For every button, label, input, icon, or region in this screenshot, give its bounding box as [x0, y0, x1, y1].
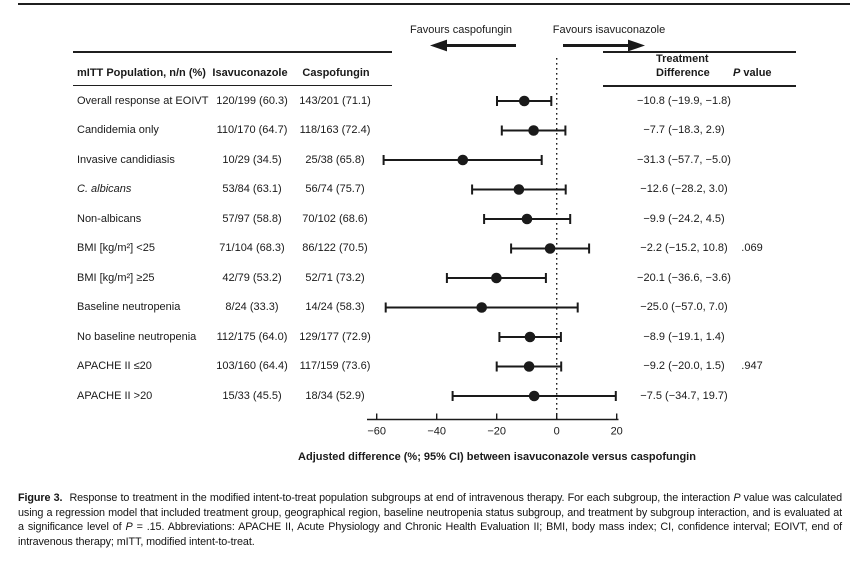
- caspofungin-value: 56/74 (75.7): [305, 183, 365, 195]
- column-header-treatment-difference: Treatment Difference: [656, 53, 710, 80]
- point-estimate-marker: [491, 272, 502, 284]
- point-estimate-marker: [523, 361, 535, 372]
- point-estimate-marker: [519, 95, 530, 107]
- isavuconazole-value: 10/29 (34.5): [222, 153, 282, 166]
- caspofungin-value: 25/38 (65.8): [305, 153, 365, 166]
- table-rows: Overall response at EOIVT 120/199 (60.3) 1…: [77, 94, 763, 402]
- point-estimate-marker: [528, 390, 540, 402]
- row-label: APACHE II >20: [77, 389, 153, 402]
- row-label: Baseline neutropenia: [77, 301, 181, 313]
- isavuconazole-value: 15/33 (45.5): [222, 389, 282, 402]
- figure-caption: Figure 3. Response to treatment in the mo…: [18, 491, 842, 549]
- row-label: Overall response at EOIVT: [77, 94, 209, 107]
- column-header-caspofungin: Caspofungin: [302, 67, 370, 79]
- caption-text: P: [733, 492, 741, 504]
- row-label: Invasive candidiasis: [77, 153, 175, 166]
- left-table-top-rule: [73, 51, 392, 53]
- point-estimate-marker: [476, 302, 488, 313]
- caption-text: Response to treatment in the modified in…: [69, 492, 734, 504]
- row-label: No baseline neutropenia: [77, 330, 197, 343]
- favours-isavuconazole-arrowhead: [628, 39, 645, 52]
- p-value-header-italic: P: [733, 67, 741, 79]
- caspofungin-value: 86/122 (70.5): [302, 242, 368, 254]
- treatment-difference-value: −31.3 (−57.7, −5.0): [637, 153, 731, 166]
- row-label: C. albicans: [77, 183, 132, 195]
- row-label: BMI [kg/m²] <25: [77, 242, 155, 254]
- column-header-p-value: P value: [733, 66, 772, 80]
- treatment-difference-value: −10.8 (−19.9, −1.8): [637, 94, 731, 107]
- right-table-top-rule: [603, 51, 796, 53]
- caspofungin-value: 52/71 (73.2): [305, 271, 365, 284]
- column-header-isavuconazole: Isavuconazole: [212, 67, 288, 79]
- point-estimate-marker: [544, 243, 556, 254]
- x-axis-label: Adjusted difference (%; 95% CI) between …: [298, 451, 696, 463]
- caspofungin-value: 143/201 (71.1): [299, 94, 371, 107]
- treatment-difference-line2: Difference: [656, 66, 710, 79]
- p-value: .069: [741, 242, 763, 254]
- x-axis-tick-label: −60: [367, 426, 386, 438]
- row-label: Non-albicans: [77, 212, 142, 225]
- caspofungin-value: 117/159 (73.6): [299, 360, 371, 372]
- favours-isavuconazole-label: Favours isavuconazole: [552, 24, 666, 36]
- p-value: .947: [741, 360, 763, 372]
- treatment-difference-value: −20.1 (−36.6, −3.6): [637, 271, 731, 284]
- caspofungin-value: 70/102 (68.6): [302, 212, 368, 225]
- left-table-header-rule: [73, 84, 392, 86]
- caspofungin-value: 18/34 (52.9): [305, 389, 365, 402]
- point-estimate-marker: [457, 154, 469, 166]
- treatment-difference-value: −7.7 (−18.3, 2.9): [643, 124, 725, 136]
- isavuconazole-value: 8/24 (33.3): [225, 301, 279, 313]
- caption-text: P: [125, 521, 133, 534]
- treatment-difference-value: −9.2 (−20.0, 1.5): [643, 360, 725, 372]
- isavuconazole-value: 42/79 (53.2): [222, 271, 282, 284]
- point-estimate-marker: [528, 125, 539, 136]
- point-estimate-marker: [521, 213, 533, 225]
- caspofungin-value: 118/163 (72.4): [299, 124, 371, 136]
- favours-caspofungin-arrowhead: [430, 39, 447, 52]
- x-axis-tick-label: −20: [487, 426, 506, 438]
- forest-plot-canvas: −60 −40 −20 0 20: [367, 39, 645, 438]
- treatment-difference-value: −8.9 (−19.1, 1.4): [643, 330, 725, 343]
- x-axis-tick-label: −40: [427, 426, 446, 438]
- favours-caspofungin-label: Favours caspofungin: [409, 24, 513, 36]
- figure-top-rule: [18, 3, 850, 5]
- row-label: Candidemia only: [77, 124, 159, 136]
- treatment-difference-value: −9.9 (−24.2, 4.5): [643, 212, 725, 225]
- treatment-difference-line1: Treatment: [656, 53, 709, 65]
- right-table-header-rule: [603, 85, 796, 87]
- treatment-difference-value: −2.2 (−15.2, 10.8): [640, 242, 728, 254]
- treatment-difference-value: −12.6 (−28.2, 3.0): [640, 183, 728, 195]
- p-value-header-rest: value: [740, 67, 772, 79]
- isavuconazole-value: 120/199 (60.3): [216, 94, 288, 107]
- isavuconazole-value: 57/97 (58.8): [222, 212, 282, 225]
- treatment-difference-value: −25.0 (−57.0, 7.0): [640, 301, 728, 313]
- point-estimate-marker: [513, 184, 525, 195]
- x-axis-tick-label: 0: [554, 426, 560, 438]
- row-label: APACHE II ≤20: [77, 360, 152, 372]
- isavuconazole-value: 110/170 (64.7): [216, 124, 288, 136]
- isavuconazole-value: 53/84 (63.1): [222, 183, 282, 195]
- caption-figure-number: Figure 3.: [18, 492, 63, 504]
- isavuconazole-value: 112/175 (64.0): [216, 330, 288, 343]
- caption-text: value was calculated using a regression …: [18, 492, 842, 534]
- row-label: BMI [kg/m²] ≥25: [77, 271, 155, 284]
- isavuconazole-value: 71/104 (68.3): [219, 242, 285, 254]
- x-axis-tick-label: 20: [611, 426, 623, 438]
- caspofungin-value: 129/177 (72.9): [299, 330, 371, 343]
- point-estimate-marker: [524, 331, 536, 343]
- caspofungin-value: 14/24 (58.3): [305, 301, 365, 313]
- isavuconazole-value: 103/160 (64.4): [216, 360, 288, 372]
- column-header-population: mITT Population, n/n (%): [77, 67, 206, 79]
- caption-text: = .15. Abbreviations: APACHE II, Acute P…: [18, 521, 843, 548]
- treatment-difference-value: −7.5 (−34.7, 19.7): [640, 389, 728, 402]
